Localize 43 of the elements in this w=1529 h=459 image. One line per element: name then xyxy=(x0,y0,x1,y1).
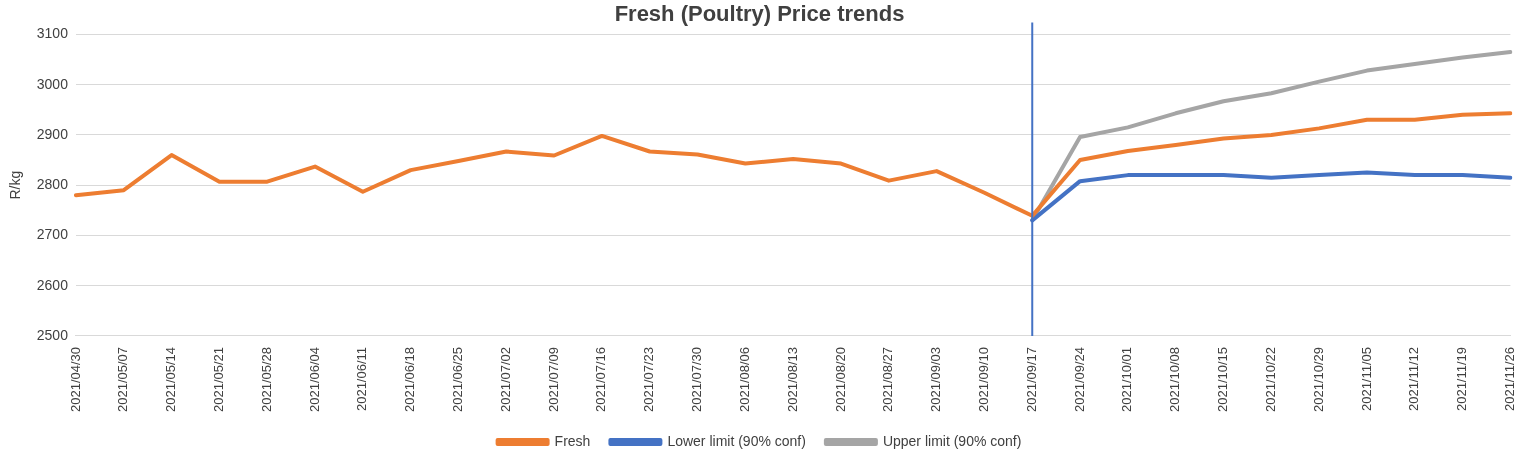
x-tick-label: 2021/11/12 xyxy=(1406,346,1422,412)
x-tick-label: 2021/08/06 xyxy=(736,346,752,413)
x-tick-label: 2021/09/10 xyxy=(976,346,992,413)
legend-label: Upper limit (90% conf) xyxy=(882,432,1022,449)
x-tick-label: 2021/10/22 xyxy=(1262,346,1278,413)
x-tick-label: 2021/10/15 xyxy=(1215,346,1231,413)
x-tick-label: 2021/05/28 xyxy=(258,346,274,413)
x-tick-label: 2021/07/23 xyxy=(641,346,657,413)
y-tick-label: 3000 xyxy=(36,75,69,92)
legend-label: Fresh xyxy=(554,432,591,449)
x-tick-label: 2021/07/30 xyxy=(689,346,705,413)
x-tick-label: 2021/04/30 xyxy=(67,346,83,413)
x-tick-label: 2021/11/05 xyxy=(1358,346,1374,412)
y-tick-label: 2700 xyxy=(36,226,69,243)
y-tick-label: 2600 xyxy=(36,276,69,293)
x-tick-label: 2021/09/03 xyxy=(928,346,944,413)
x-tick-label: 2021/08/13 xyxy=(784,346,800,413)
y-tick-label: 2500 xyxy=(36,326,69,343)
y-axis-title: R/kg xyxy=(7,170,24,200)
x-tick-label: 2021/08/20 xyxy=(832,346,848,413)
x-tick-label: 2021/08/27 xyxy=(880,346,896,413)
x-tick-label: 2021/07/16 xyxy=(593,346,609,413)
x-tick-label: 2021/06/11 xyxy=(354,346,370,412)
x-tick-label: 2021/05/14 xyxy=(163,346,179,413)
x-tick-label: 2021/11/26 xyxy=(1501,346,1517,412)
x-tick-label: 2021/07/02 xyxy=(497,346,513,413)
x-tick-label: 2021/11/19 xyxy=(1454,346,1470,412)
chart-title: Fresh (Poultry) Price trends xyxy=(614,1,905,27)
x-tick-label: 2021/09/24 xyxy=(1071,346,1087,413)
x-tick-label: 2021/07/09 xyxy=(545,346,561,413)
legend-label: Lower limit (90% conf) xyxy=(667,432,806,449)
x-tick-label: 2021/05/07 xyxy=(115,346,131,413)
x-tick-label: 2021/09/17 xyxy=(1023,346,1039,413)
x-tick-label: 2021/06/18 xyxy=(402,346,418,413)
x-tick-label: 2021/06/25 xyxy=(450,346,466,413)
x-tick-label: 2021/10/01 xyxy=(1119,346,1135,413)
x-tick-label: 2021/06/04 xyxy=(306,346,322,413)
y-tick-label: 2900 xyxy=(36,125,69,142)
x-tick-label: 2021/10/08 xyxy=(1167,346,1183,413)
x-tick-label: 2021/05/21 xyxy=(210,346,226,413)
x-tick-label: 2021/10/29 xyxy=(1310,346,1326,413)
y-tick-label: 2800 xyxy=(36,176,69,193)
y-tick-label: 3100 xyxy=(36,25,69,42)
